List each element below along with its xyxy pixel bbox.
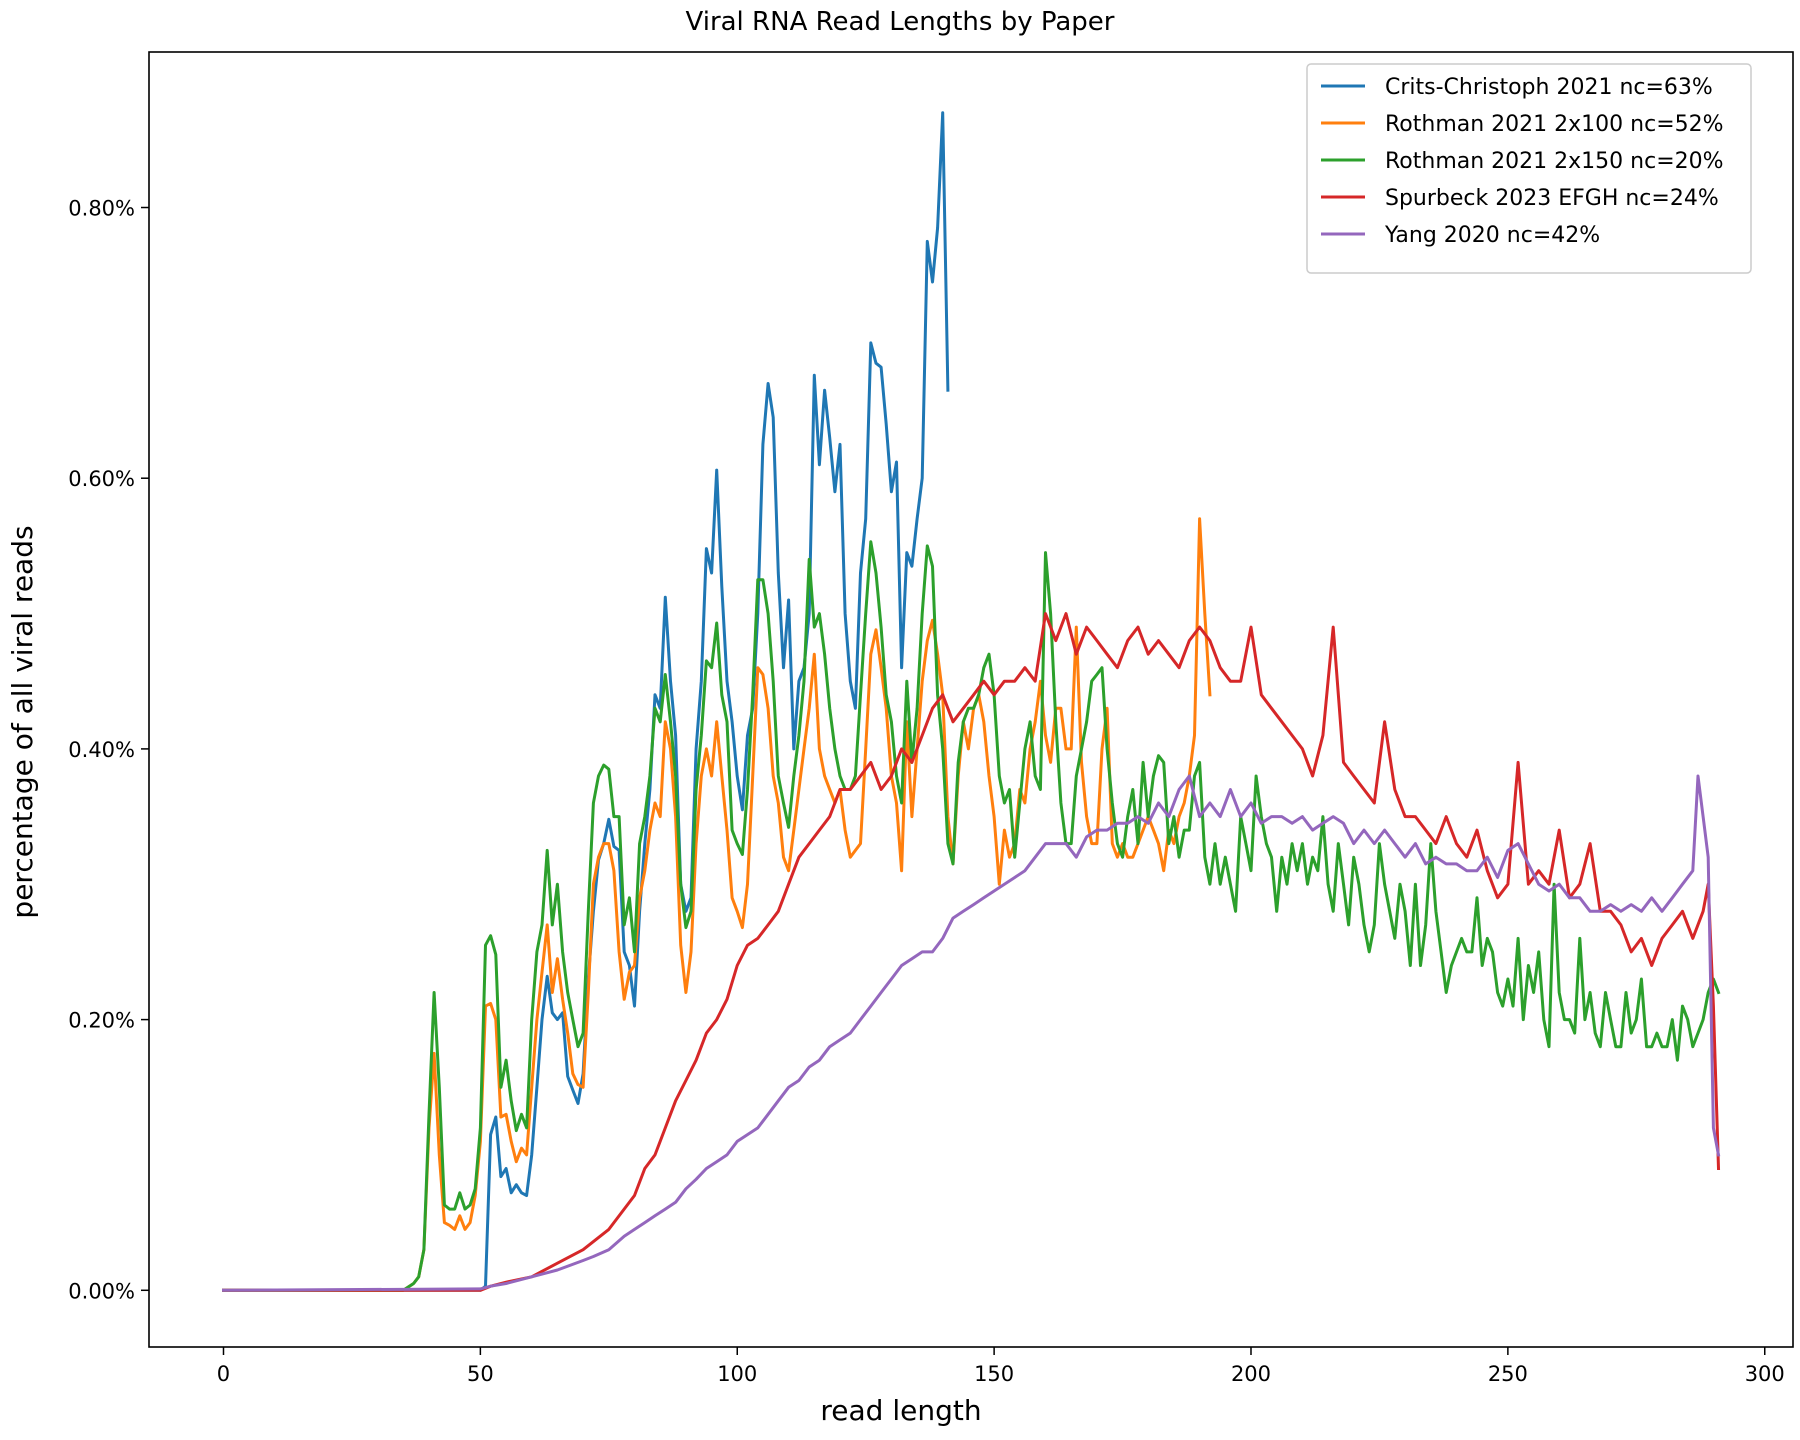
legend-label-5: Yang 2020 nc=42% bbox=[1384, 223, 1600, 248]
legend-label-4: Spurbeck 2023 EFGH nc=24% bbox=[1385, 186, 1719, 211]
x-tick-label: 150 bbox=[974, 1362, 1014, 1386]
y-tick-label: 0.00% bbox=[68, 1279, 135, 1303]
legend-label-2: Rothman 2021 2x100 nc=52% bbox=[1385, 112, 1724, 137]
x-tick-label: 0 bbox=[217, 1362, 230, 1386]
plot-area bbox=[221, 111, 1721, 1292]
x-tick-label: 250 bbox=[1488, 1362, 1528, 1386]
axes-frame bbox=[148, 51, 1794, 1348]
y-axis-label: percentage of all viral reads bbox=[6, 525, 39, 918]
x-tick-label: 100 bbox=[717, 1362, 757, 1386]
series-line-3 bbox=[222, 540, 1721, 1292]
x-tick-label: 50 bbox=[467, 1362, 494, 1386]
x-tick-label: 200 bbox=[1231, 1362, 1271, 1386]
series-line-1 bbox=[222, 111, 950, 1292]
legend-label-3: Rothman 2021 2x150 nc=20% bbox=[1385, 149, 1724, 174]
y-tick-label: 0.20% bbox=[68, 1009, 135, 1033]
y-tick-label: 0.80% bbox=[68, 197, 135, 221]
series-line-5 bbox=[221, 774, 1721, 1292]
x-axis-label: read length bbox=[820, 1394, 981, 1427]
legend-label-1: Crits-Christoph 2021 nc=63% bbox=[1385, 75, 1713, 100]
series-line-4 bbox=[222, 612, 1721, 1292]
chart-title: Viral RNA Read Lengths by Paper bbox=[686, 7, 1115, 37]
legend-box bbox=[1306, 63, 1752, 274]
x-tick-label: 300 bbox=[1745, 1362, 1785, 1386]
legend: Crits-Christoph 2021 nc=63% Rothman 2021 … bbox=[1306, 63, 1752, 274]
y-tick-label: 0.40% bbox=[68, 738, 135, 762]
y-tick-label: 0.60% bbox=[68, 467, 135, 491]
